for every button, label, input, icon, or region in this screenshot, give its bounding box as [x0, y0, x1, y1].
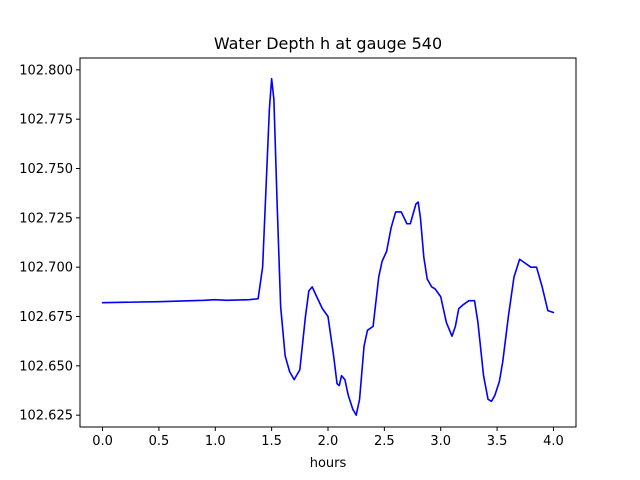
plot-area: 0.0 0.5 1.0 1.5 2.0 2.5 3.0 3.5 4.0 102.625 102.65…: [19, 57, 577, 449]
x-tick-label: 2.5: [374, 434, 395, 449]
chart-title: Water Depth h at gauge 540: [214, 34, 442, 53]
y-tick-label: 102.650: [19, 359, 73, 374]
x-tick-label: 3.0: [430, 434, 451, 449]
x-axis-label: hours: [310, 456, 347, 471]
x-tick-label: 1.0: [205, 434, 226, 449]
y-tick-label: 102.800: [19, 63, 73, 78]
y-tick-label: 102.775: [19, 113, 73, 128]
series-line-0: [101, 77, 555, 416]
x-tick-label: 4.0: [543, 434, 564, 449]
y-tick-label: 102.675: [19, 310, 73, 325]
y-tick-label: 102.625: [19, 409, 73, 424]
x-tick-label: 0.5: [149, 434, 170, 449]
y-tick-label: 102.750: [19, 162, 73, 177]
x-tick-label: 0.0: [92, 434, 113, 449]
x-tick-label: 2.0: [318, 434, 339, 449]
y-tick-label: 102.725: [19, 211, 73, 226]
x-tick-label: 1.5: [261, 434, 282, 449]
y-tick-label: 102.700: [19, 261, 73, 276]
x-tick-label: 3.5: [487, 434, 508, 449]
